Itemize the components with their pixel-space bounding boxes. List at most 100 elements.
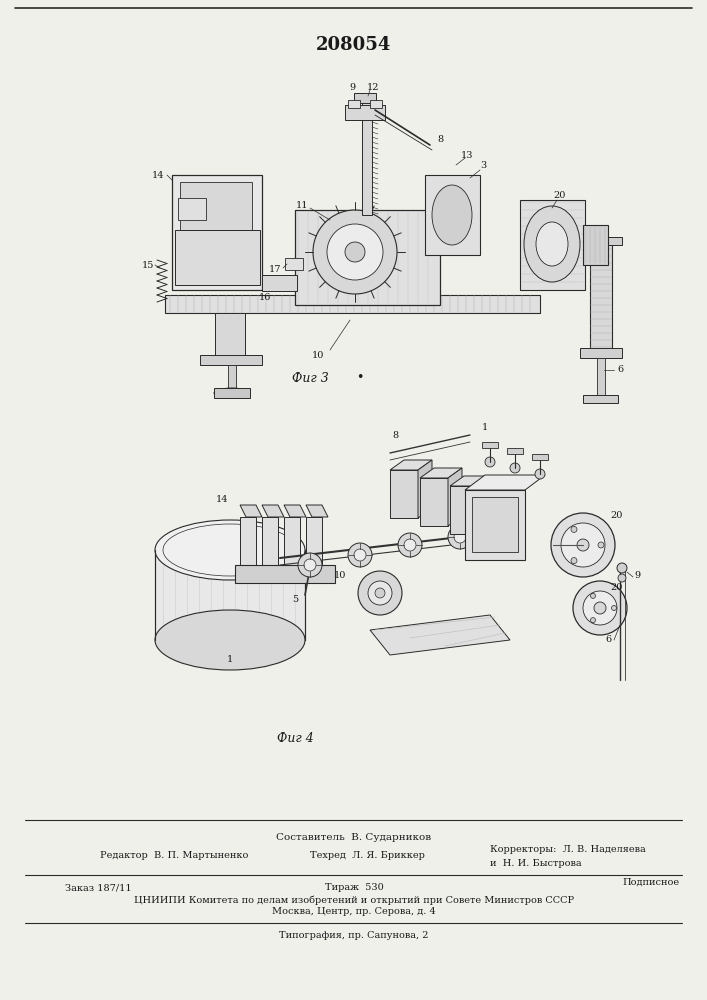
Bar (465, 490, 525, 560)
Text: 208054: 208054 (316, 36, 392, 54)
Polygon shape (450, 476, 492, 486)
Text: •: • (356, 371, 363, 384)
Circle shape (535, 469, 545, 479)
Polygon shape (370, 615, 510, 655)
Circle shape (313, 210, 397, 294)
Bar (306, 517, 322, 572)
Bar (215, 313, 245, 358)
Text: 14: 14 (152, 170, 164, 180)
Ellipse shape (536, 222, 568, 266)
Bar (214, 388, 250, 398)
Text: 6: 6 (605, 636, 611, 645)
Circle shape (561, 523, 605, 567)
Bar (420, 478, 448, 526)
Bar (295, 210, 440, 305)
Text: 9: 9 (349, 83, 355, 92)
Circle shape (448, 525, 472, 549)
Polygon shape (478, 476, 492, 534)
Circle shape (354, 549, 366, 561)
Polygon shape (465, 475, 545, 490)
Text: Фиг 4: Фиг 4 (276, 732, 313, 744)
Bar (583, 395, 618, 403)
Text: 12: 12 (367, 83, 379, 92)
Text: 13: 13 (461, 150, 473, 159)
Bar (200, 355, 262, 365)
Text: и  Н. И. Быстрова: и Н. И. Быстрова (490, 858, 582, 867)
Bar (390, 470, 418, 518)
Bar (580, 348, 622, 358)
Polygon shape (306, 505, 328, 517)
Ellipse shape (155, 610, 305, 670)
Ellipse shape (432, 185, 472, 245)
Circle shape (348, 543, 372, 567)
Text: 10: 10 (334, 570, 346, 580)
Bar (155, 550, 305, 640)
Bar (240, 517, 256, 572)
Text: ЦНИИПИ Комитета по делам изобретений и открытий при Совете Министров СССР: ЦНИИПИ Комитета по делам изобретений и о… (134, 895, 574, 905)
Text: Фиг 3: Фиг 3 (291, 371, 328, 384)
Circle shape (485, 457, 495, 467)
Polygon shape (284, 505, 306, 517)
Circle shape (551, 513, 615, 577)
Bar (348, 100, 360, 108)
Circle shape (571, 558, 577, 564)
Text: 8: 8 (437, 135, 443, 144)
Bar (370, 100, 382, 108)
Text: Корректоры:  Л. В. Наделяева: Корректоры: Л. В. Наделяева (490, 846, 645, 854)
Polygon shape (418, 460, 432, 518)
Text: 20: 20 (611, 584, 623, 592)
Text: Техред  Л. Я. Бриккер: Техред Л. Я. Бриккер (310, 850, 425, 859)
Bar (180, 182, 252, 230)
Text: 3: 3 (480, 160, 486, 169)
Ellipse shape (214, 388, 250, 398)
Text: Москва, Центр, пр. Серова, д. 4: Москва, Центр, пр. Серова, д. 4 (272, 908, 436, 916)
Bar (520, 200, 585, 290)
Text: 16: 16 (259, 294, 271, 302)
Circle shape (573, 581, 627, 635)
Text: 9: 9 (634, 570, 640, 580)
Circle shape (590, 618, 595, 623)
Bar (590, 240, 612, 350)
Text: Типография, пр. Сапунова, 2: Типография, пр. Сапунова, 2 (279, 932, 428, 940)
Ellipse shape (155, 520, 305, 580)
Circle shape (590, 593, 595, 598)
Bar (228, 365, 236, 390)
Circle shape (577, 539, 589, 551)
Polygon shape (390, 460, 432, 470)
Text: Тираж  530: Тираж 530 (325, 884, 383, 892)
Text: Подписное: Подписное (623, 878, 680, 886)
Polygon shape (240, 505, 262, 517)
Circle shape (304, 559, 316, 571)
Bar (583, 225, 608, 265)
Bar (235, 565, 335, 583)
Text: 8: 8 (392, 430, 398, 440)
Text: 17: 17 (269, 265, 281, 274)
Circle shape (375, 588, 385, 598)
Circle shape (368, 581, 392, 605)
Ellipse shape (524, 206, 580, 282)
Bar (580, 237, 622, 245)
Circle shape (327, 224, 383, 280)
Text: 14: 14 (216, 495, 228, 504)
Circle shape (398, 533, 422, 557)
Circle shape (345, 242, 365, 262)
Bar (262, 275, 297, 291)
Bar (425, 175, 480, 255)
Text: Заказ 187/11: Заказ 187/11 (65, 884, 132, 892)
Text: Составитель  В. Сударников: Составитель В. Сударников (276, 834, 431, 842)
Bar (472, 497, 518, 552)
Text: 10: 10 (312, 351, 325, 360)
Circle shape (598, 542, 604, 548)
Text: Редактор  В. П. Мартыненко: Редактор В. П. Мартыненко (100, 850, 248, 859)
Bar (262, 517, 278, 572)
Text: 1: 1 (482, 424, 488, 432)
Bar (172, 175, 262, 290)
Circle shape (594, 602, 606, 614)
Bar (354, 93, 376, 103)
Text: 15: 15 (142, 260, 154, 269)
Circle shape (617, 563, 627, 573)
Bar (178, 198, 206, 220)
Bar (165, 295, 540, 313)
Text: 5: 5 (292, 595, 298, 604)
Text: 6: 6 (617, 365, 623, 374)
